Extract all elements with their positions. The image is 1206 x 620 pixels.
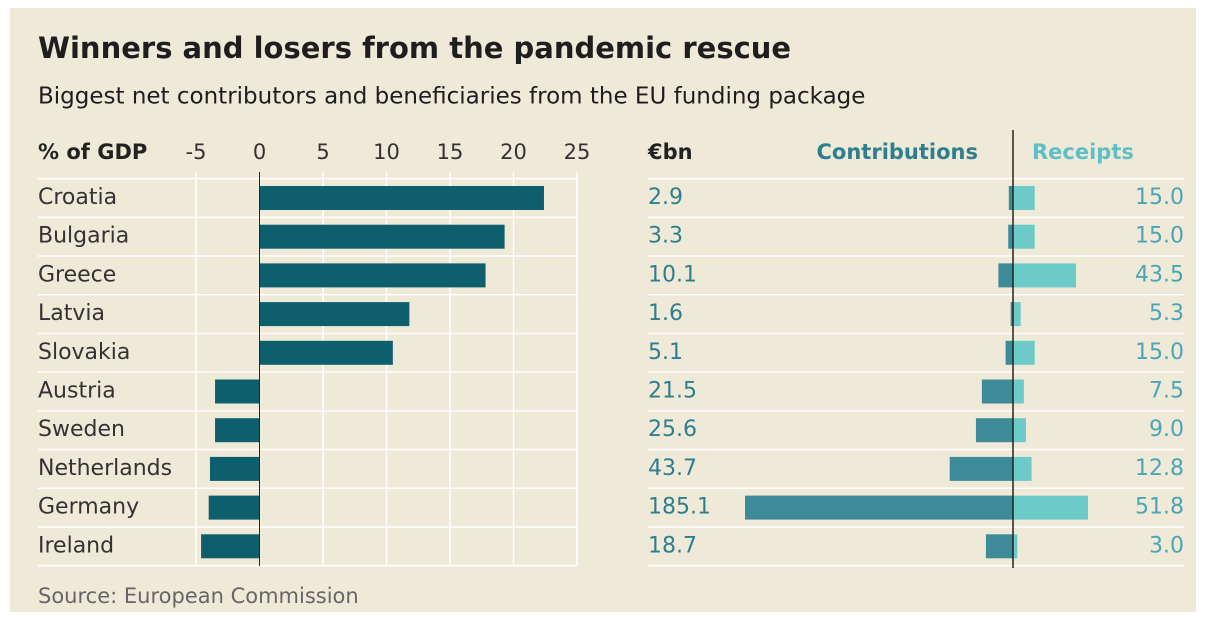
receipt-label: 51.8 — [1135, 495, 1184, 520]
x-tick-label: 5 — [316, 140, 329, 164]
category-label: Netherlands — [38, 456, 172, 481]
bar — [201, 534, 260, 559]
legend-receipts: Receipts — [1032, 140, 1134, 164]
receipt-bar — [1013, 186, 1035, 210]
x-tick-label: 25 — [564, 140, 591, 164]
category-label: Croatia — [38, 185, 117, 210]
contribution-bar — [949, 456, 1013, 481]
bar — [259, 302, 410, 327]
receipt-label: 15.0 — [1135, 185, 1184, 210]
bar — [208, 495, 260, 520]
contribution-label: 25.6 — [648, 417, 697, 442]
bar — [259, 224, 505, 249]
bar — [259, 186, 544, 210]
receipt-bar — [1013, 263, 1076, 288]
contribution-label: 2.9 — [648, 185, 683, 210]
contribution-label: 185.1 — [648, 495, 711, 520]
contribution-bar — [975, 418, 1013, 443]
receipt-label: 3.0 — [1149, 533, 1184, 558]
contribution-bar — [981, 379, 1013, 404]
receipt-bar — [1013, 418, 1027, 443]
contribution-label: 5.1 — [648, 340, 683, 365]
contribution-label: 18.7 — [648, 533, 697, 558]
unit-label: €bn — [647, 140, 693, 164]
x-tick-label: -5 — [186, 140, 207, 164]
receipt-label: 9.0 — [1149, 417, 1184, 442]
contribution-bar — [1005, 340, 1013, 365]
source: Source: European Commission — [38, 584, 359, 608]
contribution-label: 10.1 — [648, 262, 697, 287]
receipt-bar — [1013, 456, 1032, 481]
receipt-bar — [1013, 534, 1018, 559]
subtitle: Biggest net contributors and beneficiari… — [38, 84, 865, 110]
category-label: Sweden — [38, 417, 125, 442]
title: Winners and losers from the pandemic res… — [38, 31, 791, 65]
bar — [215, 418, 260, 443]
bar — [259, 263, 486, 288]
receipt-bar — [1013, 340, 1035, 365]
receipt-bar — [1013, 224, 1035, 249]
contribution-bar — [1008, 186, 1013, 210]
category-label: Latvia — [38, 301, 105, 326]
contribution-bar — [1008, 224, 1013, 249]
receipt-bar — [1013, 495, 1088, 520]
contribution-label: 21.5 — [648, 379, 697, 404]
bar — [215, 379, 260, 404]
receipt-label: 7.5 — [1149, 379, 1184, 404]
bar — [209, 456, 260, 481]
category-label: Slovakia — [38, 340, 130, 365]
contribution-bar — [998, 263, 1013, 288]
category-label: Greece — [38, 262, 116, 287]
x-tick-label: 20 — [500, 140, 527, 164]
contribution-bar — [985, 534, 1013, 559]
bar — [259, 340, 393, 365]
axis-label: % of GDP — [38, 140, 147, 164]
receipt-label: 12.8 — [1135, 456, 1184, 481]
receipt-label: 5.3 — [1149, 301, 1184, 326]
category-label: Germany — [38, 495, 139, 520]
category-label: Bulgaria — [38, 224, 129, 249]
contribution-bar — [745, 495, 1013, 520]
contribution-label: 43.7 — [648, 456, 697, 481]
category-label: Austria — [38, 379, 116, 404]
x-tick-label: 10 — [373, 140, 400, 164]
receipt-label: 15.0 — [1135, 340, 1184, 365]
contribution-label: 3.3 — [648, 224, 683, 249]
receipt-label: 43.5 — [1135, 262, 1184, 287]
x-tick-label: 0 — [253, 140, 266, 164]
x-tick-label: 15 — [437, 140, 464, 164]
category-label: Ireland — [38, 533, 114, 558]
legend-contributions: Contributions — [817, 140, 978, 164]
receipt-label: 15.0 — [1135, 224, 1184, 249]
receipt-bar — [1013, 302, 1021, 327]
contribution-label: 1.6 — [648, 301, 683, 326]
contribution-bar — [1010, 302, 1013, 327]
receipt-bar — [1013, 379, 1024, 404]
